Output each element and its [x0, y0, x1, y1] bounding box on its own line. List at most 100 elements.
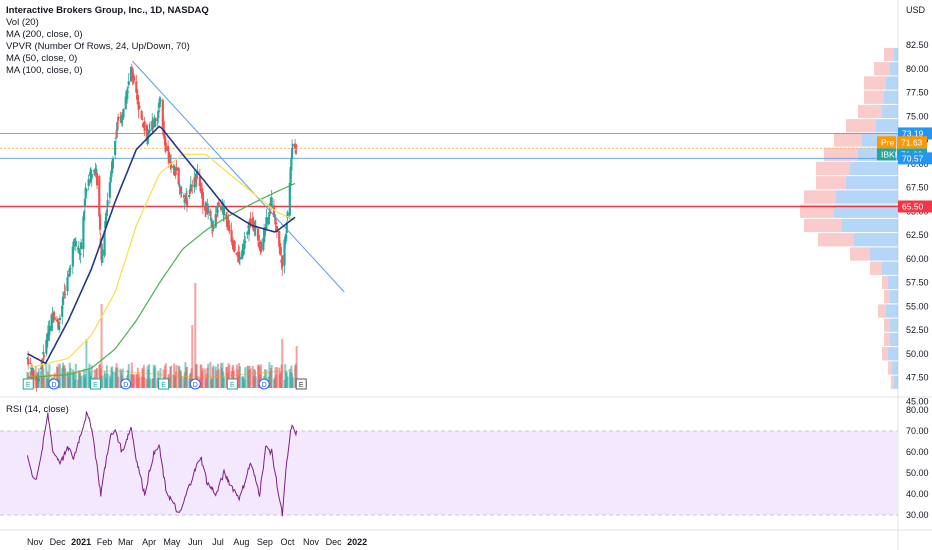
- volume-bar: [101, 375, 104, 388]
- vpvr-up-bar: [834, 204, 898, 218]
- candle-body: [95, 168, 98, 175]
- candle-body: [37, 378, 40, 382]
- candle-body: [193, 177, 196, 188]
- candle-body: [273, 214, 276, 218]
- candle-body: [274, 218, 277, 225]
- candle-body: [143, 121, 146, 131]
- candle-body: [182, 195, 186, 198]
- candle-body: [284, 238, 287, 245]
- earnings-marker: [158, 378, 170, 390]
- indicator-vol[interactable]: Vol (20): [6, 17, 39, 28]
- candle-body: [294, 143, 297, 149]
- candle-body: [221, 205, 224, 210]
- vpvr-up-bar: [882, 104, 898, 119]
- vpvr-up-bar: [842, 218, 898, 233]
- candle-body: [285, 222, 288, 233]
- rsi-legend[interactable]: RSI (14, close): [6, 404, 69, 415]
- vpvr-down-bar: [850, 247, 870, 261]
- candle-body: [166, 145, 170, 152]
- candle-body: [278, 230, 281, 247]
- candle-body: [104, 217, 108, 227]
- candle-body: [87, 179, 90, 186]
- candle-body: [26, 357, 29, 359]
- volume-bar: [154, 365, 157, 388]
- indicator-ma100[interactable]: MA (100, close, 0): [6, 65, 83, 76]
- candle-body: [117, 116, 120, 122]
- vpvr-down-bar: [816, 176, 846, 190]
- candle-body: [35, 381, 38, 384]
- indicator-vpvr[interactable]: VPVR (Number Of Rows, 24, Up/Down, 70): [6, 41, 190, 52]
- candle-body: [148, 129, 152, 132]
- candle-body: [225, 217, 229, 225]
- indicator-ma200[interactable]: MA (200, close, 0): [6, 29, 83, 40]
- vpvr-up-bar: [890, 332, 898, 347]
- volume-bar: [117, 376, 120, 388]
- time-tick-label: Nov: [27, 537, 44, 547]
- candle-body: [288, 182, 291, 216]
- price-tick-label: 62.50: [906, 230, 929, 240]
- candle-body: [57, 321, 60, 328]
- candle-body: [157, 110, 160, 119]
- candle-body: [51, 314, 54, 324]
- candle-body: [34, 377, 37, 380]
- volume-bar: [43, 376, 46, 388]
- dividend-marker: [120, 378, 132, 390]
- volume-bar: [85, 339, 88, 388]
- candle-body: [212, 226, 215, 230]
- candle-body: [45, 339, 49, 348]
- volume-bar: [291, 377, 294, 388]
- candle-body: [289, 167, 292, 186]
- vpvr-down-bar: [884, 318, 890, 332]
- vpvr-down-bar: [818, 233, 854, 247]
- vpvr-up-bar: [846, 176, 898, 190]
- candle-body: [191, 185, 194, 187]
- candle-body: [66, 277, 69, 292]
- candle-body: [158, 98, 161, 108]
- volume-bar: [175, 365, 178, 388]
- candles: [26, 63, 298, 392]
- event-marker-label: D: [262, 382, 267, 389]
- vpvr-down-bar: [816, 161, 850, 176]
- volume-bar: [270, 364, 273, 388]
- vpvr-down-bar: [834, 133, 862, 147]
- candle-body: [263, 229, 266, 236]
- volume-bar: [228, 365, 231, 388]
- earnings-marker: [295, 378, 307, 390]
- candle-body: [174, 171, 177, 176]
- price-tick-label: 67.50: [906, 183, 929, 193]
- indicator-ma50[interactable]: MA (50, close, 0): [6, 53, 78, 64]
- candle-body: [126, 91, 129, 100]
- candle-body: [275, 222, 278, 225]
- candle-body: [270, 197, 273, 209]
- candle-body: [281, 255, 284, 268]
- volume-bar: [133, 374, 136, 388]
- candle-body: [114, 141, 117, 156]
- volume-bar: [138, 373, 141, 388]
- vpvr-down-bar: [804, 218, 842, 233]
- volume-bar: [100, 304, 103, 388]
- price-tick-label: 77.50: [906, 88, 929, 98]
- volume-bar: [57, 364, 60, 388]
- candle-body: [39, 367, 43, 369]
- candle-body: [188, 195, 191, 198]
- vpvr-up-bar: [836, 190, 898, 204]
- volume-bar: [281, 339, 284, 388]
- candle-body: [126, 91, 130, 93]
- candle-body: [249, 218, 252, 225]
- volume-bar: [142, 364, 145, 388]
- candle-body: [286, 212, 289, 219]
- price-tick-label: 82.50: [906, 40, 929, 50]
- candle-body: [209, 210, 212, 217]
- volume-bar: [204, 368, 207, 388]
- candle-body: [62, 296, 65, 298]
- candle-body: [256, 228, 260, 241]
- candle-body: [56, 320, 59, 322]
- candle-body: [61, 296, 65, 305]
- candle-body: [30, 372, 34, 375]
- candle-body: [188, 189, 192, 194]
- volume-ma-line: [27, 370, 297, 378]
- candle-body: [90, 173, 93, 179]
- candle-body: [135, 81, 138, 93]
